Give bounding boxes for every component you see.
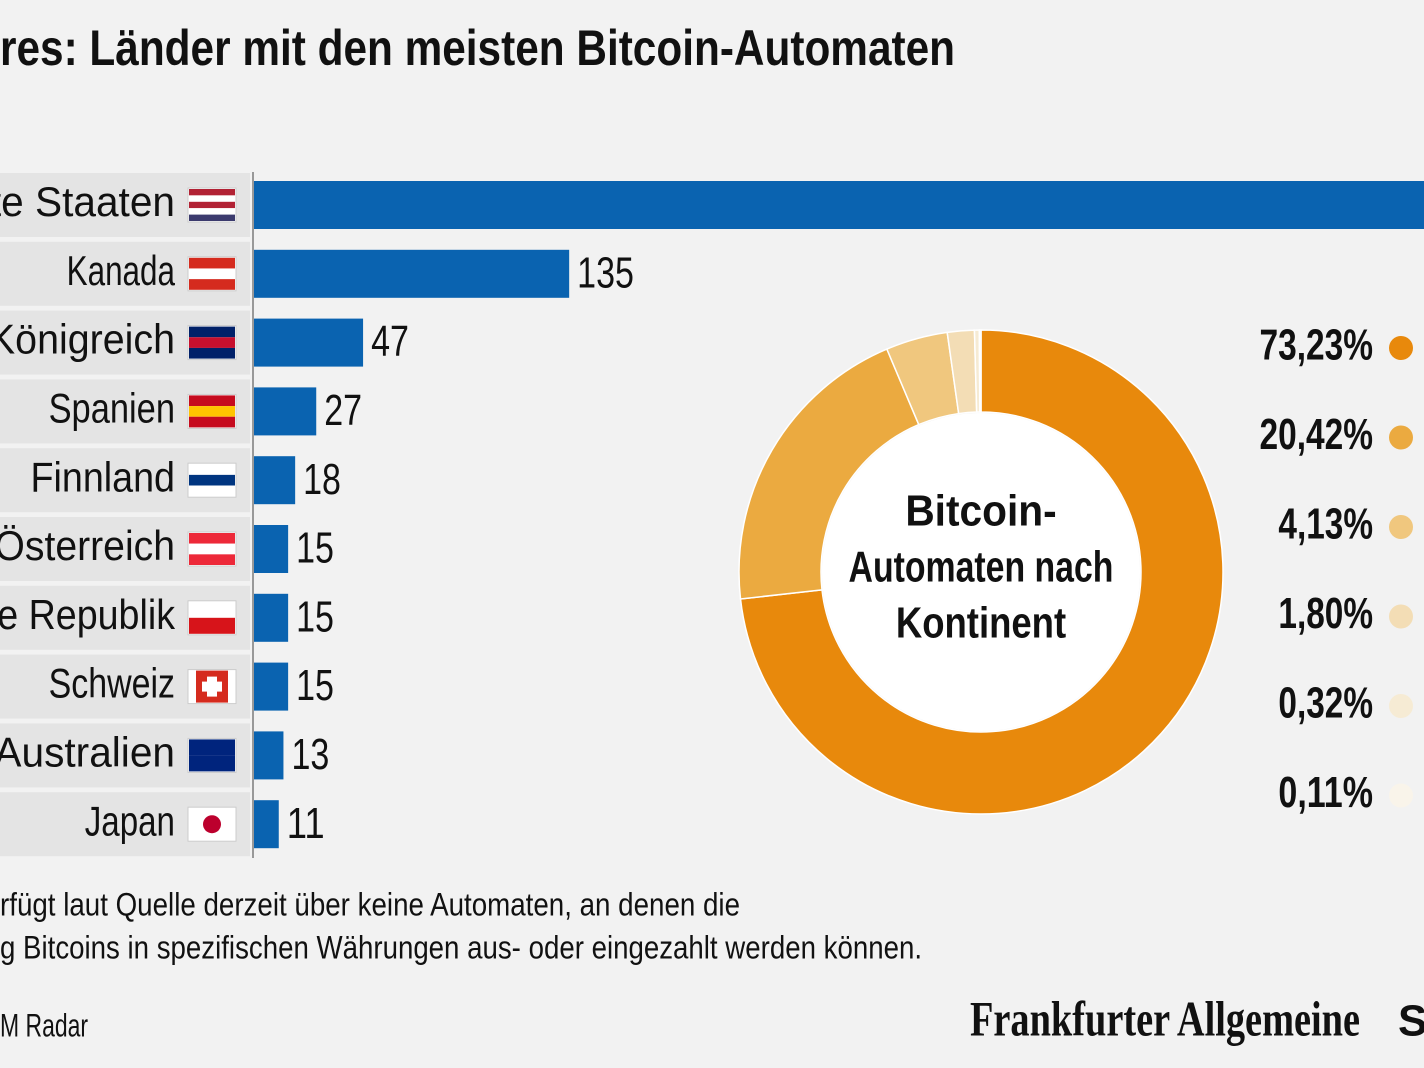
flag-stripe	[189, 214, 235, 221]
bar	[253, 800, 279, 849]
flag-stripe	[189, 464, 235, 475]
value-label: 18	[303, 455, 341, 504]
legend-dot	[1389, 783, 1413, 808]
flag-stripe	[189, 189, 235, 196]
legend-label: 1,80%	[1278, 589, 1373, 638]
flag-stripe	[189, 395, 235, 407]
flag-stripe	[189, 347, 235, 359]
flag-stripe	[189, 326, 235, 338]
legend-label: 0,11%	[1278, 768, 1373, 817]
value-label: 15	[296, 661, 334, 710]
flag-stripe	[189, 755, 235, 772]
bar	[253, 249, 570, 298]
category-label: Spanien	[49, 384, 175, 431]
category-label: igte Staaten	[0, 178, 175, 225]
category-label: Schweiz	[49, 660, 175, 707]
donut-slice	[978, 329, 982, 413]
legend-dot	[1389, 425, 1413, 450]
category-label: Australien	[0, 728, 175, 775]
legend-label: 20,42%	[1259, 410, 1373, 459]
value-label: 15	[296, 592, 334, 641]
value-label: 11	[287, 799, 325, 848]
value-label: 13	[291, 730, 329, 779]
flag-stripe	[189, 208, 235, 215]
flag-stripe	[189, 257, 235, 269]
bar	[253, 318, 364, 367]
bar	[253, 181, 1424, 229]
flag-stripe	[189, 485, 235, 497]
category-label: Finnland	[31, 453, 175, 500]
value-label: 27	[324, 386, 362, 435]
flag-stripe	[189, 195, 235, 202]
footnote: g Bitcoins in spezifischen Währungen aus…	[0, 929, 922, 965]
legend-label: 73,23%	[1259, 321, 1373, 370]
flag-stripe	[189, 201, 235, 209]
logo: Frankfurter Allgemeine	[970, 990, 1360, 1046]
source: M Radar	[0, 1007, 88, 1043]
value-label: 15	[296, 524, 334, 573]
title: res: Länder mit den meisten Bitcoin-Auto…	[0, 20, 955, 76]
flag-stripe	[189, 279, 235, 290]
flag-stripe	[189, 474, 235, 486]
category-label: he Republik	[0, 591, 176, 638]
flag-stripe	[189, 268, 235, 280]
logo: S	[1398, 997, 1424, 1046]
category-label: Österreich	[0, 522, 175, 569]
bar	[253, 731, 284, 780]
flag-stripe	[189, 533, 235, 544]
center-label: Kontinent	[896, 599, 1067, 648]
category-label: Japan	[85, 797, 175, 844]
flag-stripe	[189, 416, 235, 428]
flag-disc	[203, 815, 221, 834]
category-label: Kanada	[67, 247, 176, 294]
legend-dot	[1389, 515, 1413, 539]
legend-label: 0,32%	[1278, 679, 1373, 728]
flag-stripe	[189, 617, 235, 634]
flag-stripe	[189, 601, 235, 618]
footnote: rfügt laut Quelle derzeit über keine Aut…	[0, 886, 740, 922]
donut-slice	[739, 329, 1224, 815]
flag-stripe	[189, 554, 235, 565]
bar	[253, 387, 317, 436]
flag	[202, 681, 222, 692]
legend-dot	[1389, 604, 1413, 629]
value-label: 135	[577, 248, 634, 297]
value-label: 47	[371, 317, 409, 366]
legend-label: 4,13%	[1278, 500, 1373, 549]
bar	[253, 593, 289, 642]
donut-hole	[822, 413, 1140, 731]
bar	[253, 525, 289, 573]
flag-stripe	[189, 406, 235, 417]
bar	[253, 456, 296, 505]
legend-dot	[1389, 336, 1413, 360]
bar	[253, 662, 289, 711]
center-label: Bitcoin-	[905, 487, 1056, 536]
legend-dot	[1389, 694, 1413, 718]
flag-stripe	[189, 543, 235, 555]
flag-stripe	[189, 739, 235, 756]
center-label: Automaten nach	[849, 543, 1114, 592]
flag-stripe	[189, 337, 235, 348]
category-label: s Königreich	[0, 316, 175, 363]
